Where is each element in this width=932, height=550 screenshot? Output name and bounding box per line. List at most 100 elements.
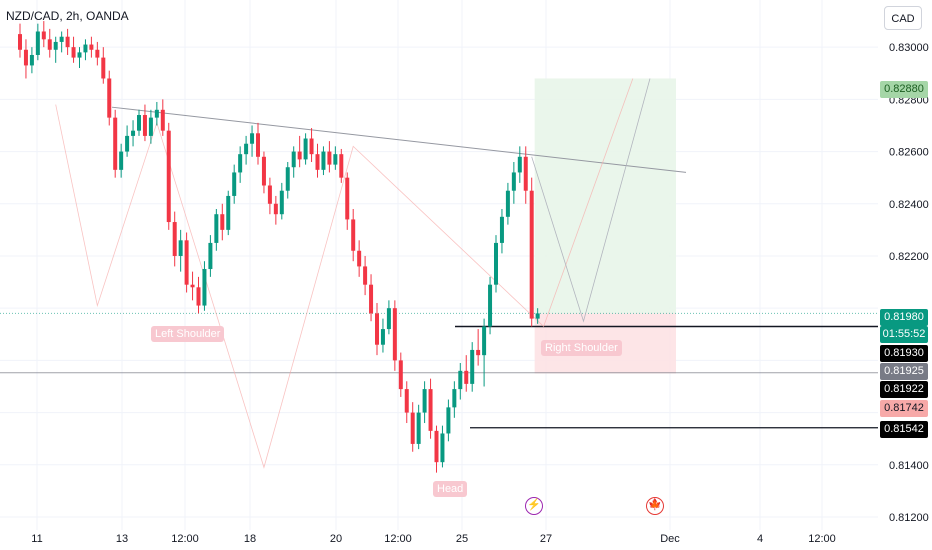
candle — [214, 214, 219, 243]
candle — [273, 203, 278, 215]
candle — [77, 52, 82, 58]
bar-countdown-tag: 01:55:52 — [880, 326, 928, 343]
candle — [345, 177, 350, 220]
candle — [178, 240, 183, 256]
candle — [297, 151, 302, 160]
candle — [434, 430, 439, 463]
candle — [172, 222, 177, 256]
candle — [386, 308, 391, 330]
candle — [488, 284, 493, 327]
canada-flag-icon[interactable]: 🍁 — [646, 497, 664, 515]
candle — [476, 349, 481, 356]
candle — [125, 135, 130, 152]
lightning-icon[interactable]: ⚡ — [525, 497, 543, 515]
candle — [339, 154, 344, 178]
candle — [440, 433, 445, 463]
candle — [410, 412, 415, 444]
candle — [244, 143, 249, 155]
candle — [404, 389, 409, 413]
candle — [398, 360, 403, 390]
projection-line — [531, 78, 651, 323]
candle — [428, 389, 433, 431]
x-tick-label: 25 — [456, 533, 468, 545]
x-tick-label: 27 — [540, 533, 552, 545]
candle — [101, 57, 106, 79]
candle — [535, 313, 540, 319]
candle — [35, 31, 40, 55]
candle — [517, 156, 522, 173]
candle — [160, 109, 165, 131]
candle — [261, 156, 266, 186]
candle — [523, 156, 528, 191]
candle — [208, 242, 213, 270]
candle — [71, 47, 76, 58]
candle — [446, 407, 451, 434]
level-price-tag: 0.81930 — [880, 345, 928, 362]
right-shoulder-label[interactable]: Right Shoulder — [541, 340, 622, 356]
x-tick-label: 12:00 — [808, 533, 836, 545]
candle — [375, 313, 379, 345]
x-tick-label: 12:00 — [384, 533, 412, 545]
x-tick-label: Dec — [660, 533, 680, 545]
symbol-title: NZD/CAD, 2h, OANDA — [6, 9, 129, 23]
head-label[interactable]: Head — [433, 481, 468, 497]
candle — [41, 31, 46, 40]
candle — [131, 130, 136, 136]
candle — [291, 151, 296, 168]
candle — [95, 49, 100, 58]
candle — [529, 190, 534, 319]
candle — [256, 133, 260, 157]
candle — [422, 389, 427, 413]
candle — [250, 133, 255, 144]
y-tick-label: 0.82400 — [889, 199, 929, 211]
level-price-tag: 0.81925 — [880, 363, 928, 380]
candle — [499, 216, 504, 243]
neckline — [111, 106, 687, 173]
candle — [321, 151, 326, 170]
candle — [505, 190, 510, 217]
candle — [470, 349, 475, 384]
candle — [220, 214, 225, 230]
x-tick-label: 13 — [116, 533, 128, 545]
candle — [184, 240, 189, 285]
candle — [458, 370, 463, 390]
candle — [392, 308, 397, 361]
y-tick-label: 0.82600 — [889, 147, 929, 159]
candle — [303, 138, 308, 160]
candle — [65, 36, 70, 48]
candle — [59, 36, 64, 42]
candle — [190, 284, 195, 288]
currency-button[interactable]: CAD — [884, 6, 922, 30]
stop-price-tag: 0.81742 — [880, 400, 928, 417]
candle — [369, 284, 374, 314]
candle — [23, 49, 28, 66]
candle — [107, 78, 112, 118]
candle — [279, 190, 284, 215]
level-price-tag: 0.81922 — [880, 381, 928, 398]
y-tick-label: 0.81400 — [889, 460, 929, 472]
x-tick-label: 12:00 — [171, 533, 199, 545]
candle — [452, 389, 457, 408]
candle — [238, 154, 243, 173]
candle — [137, 115, 141, 131]
candle — [202, 269, 207, 306]
candle — [309, 138, 314, 155]
left-shoulder-label[interactable]: Left Shoulder — [151, 326, 225, 342]
candle — [232, 172, 237, 196]
candle — [511, 172, 516, 191]
y-tick-label: 0.83000 — [889, 42, 929, 54]
candle — [89, 44, 94, 50]
y-tick-label: 0.82200 — [889, 251, 929, 263]
candle — [482, 326, 487, 356]
candle — [119, 151, 124, 170]
candle — [285, 167, 290, 191]
candle — [357, 250, 362, 267]
x-tick-label: 20 — [330, 533, 342, 545]
x-tick-label: 11 — [31, 533, 42, 545]
candle — [315, 154, 320, 170]
candle — [83, 44, 88, 53]
candle — [363, 266, 368, 285]
pattern-line — [55, 78, 634, 469]
candle — [380, 329, 385, 345]
